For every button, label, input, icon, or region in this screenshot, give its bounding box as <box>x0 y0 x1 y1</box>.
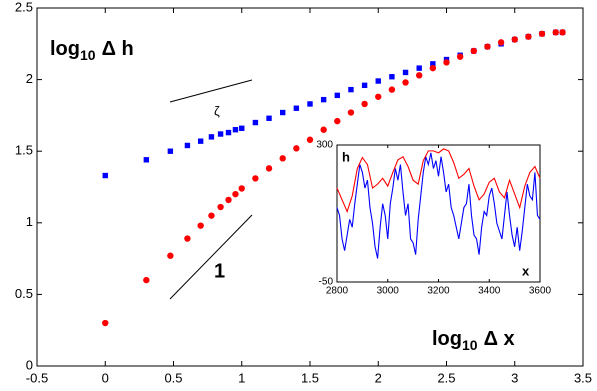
marker <box>375 78 381 84</box>
x-axis-label: log10 Δ x <box>432 328 515 352</box>
marker <box>217 131 224 137</box>
marker <box>348 86 354 93</box>
marker <box>238 185 245 192</box>
label-part: Δ x <box>484 328 515 350</box>
marker <box>293 145 300 152</box>
marker <box>217 203 224 211</box>
y-axis-label: log10 Δ h <box>50 38 134 62</box>
annotation: ζ <box>214 103 220 118</box>
marker <box>307 101 313 107</box>
x-tick-label: 1.5 <box>301 370 319 385</box>
marker <box>167 148 174 154</box>
x-tick-label: 2800 <box>326 286 349 297</box>
marker <box>470 47 477 55</box>
marker <box>208 134 215 140</box>
marker <box>538 30 546 37</box>
marker <box>167 252 174 259</box>
x-tick-label: 3.5 <box>574 370 592 385</box>
marker <box>361 100 368 108</box>
marker <box>225 129 232 136</box>
marker <box>232 127 239 133</box>
line <box>336 148 541 214</box>
line <box>336 152 541 259</box>
marker <box>279 155 286 162</box>
marker <box>239 125 245 131</box>
y-tick-label: 2.5 <box>15 0 33 14</box>
marker <box>429 64 437 72</box>
marker <box>225 196 232 204</box>
marker <box>361 82 368 89</box>
inset-plot: 2800 3000 3200 3400 3600 -50 300 <box>316 140 551 297</box>
marker <box>402 69 409 76</box>
marker <box>320 96 327 103</box>
marker <box>143 157 150 163</box>
marker <box>497 39 505 46</box>
marker <box>402 79 409 86</box>
inset-y-label: h <box>342 149 350 164</box>
x-tick-label: 2.5 <box>437 370 455 385</box>
marker <box>197 138 204 144</box>
marker <box>306 136 314 143</box>
marker <box>456 53 464 60</box>
x-tick-label: 3000 <box>377 286 400 297</box>
x-tick-label: 3600 <box>529 286 552 297</box>
x-tick-label: 0 <box>102 370 109 385</box>
marker <box>443 59 450 66</box>
x-tick-label: -0.5 <box>26 370 48 385</box>
label-sub: 10 <box>80 47 96 63</box>
marker <box>334 117 341 125</box>
marker <box>375 93 382 100</box>
marker <box>559 29 566 36</box>
marker <box>416 72 423 79</box>
label-part: log <box>432 328 462 350</box>
marker <box>416 65 422 71</box>
y-tick-label: 300 <box>316 140 333 151</box>
marker <box>266 115 272 121</box>
marker <box>197 222 204 229</box>
marker <box>252 175 259 182</box>
marker <box>280 109 286 116</box>
marker <box>208 212 215 219</box>
y-tick-label: -50 <box>319 277 334 288</box>
marker <box>552 29 559 36</box>
marker <box>389 74 395 80</box>
label-sub: 10 <box>462 337 478 353</box>
slope-line <box>169 79 253 103</box>
marker <box>511 36 518 43</box>
x-tick-label: 3 <box>511 370 518 385</box>
x-tick-label: 1 <box>238 370 245 385</box>
label-part: log <box>50 38 80 60</box>
y-tick-label: 0 <box>26 357 33 372</box>
annotation: 1 <box>214 260 225 282</box>
x-tick-label: 2 <box>375 370 382 385</box>
marker <box>347 109 355 116</box>
marker <box>334 92 340 99</box>
marker <box>184 142 191 149</box>
marker <box>102 319 109 327</box>
x-tick-label: 3400 <box>478 286 501 297</box>
y-tick-label: 0.5 <box>15 286 33 301</box>
y-tick-label: 1 <box>26 214 33 229</box>
marker <box>143 276 150 284</box>
marker <box>484 43 491 50</box>
marker <box>388 86 396 93</box>
marker <box>320 126 327 133</box>
x-tick-label: 0.5 <box>164 370 182 385</box>
marker <box>430 61 436 67</box>
main-plot: -0.5 0 0.5 1 1.5 2 2.5 3 3.500.511.522.5 <box>15 0 592 385</box>
y-tick-label: 1.5 <box>15 143 33 158</box>
slope-line <box>169 214 253 300</box>
marker <box>293 105 300 111</box>
y-tick-label: 2 <box>26 71 33 86</box>
marker <box>265 165 273 172</box>
marker <box>102 172 108 179</box>
marker <box>525 33 532 40</box>
x-tick-label: 3200 <box>427 286 450 297</box>
marker <box>232 190 239 198</box>
marker <box>184 235 191 242</box>
inset-x-label: x <box>522 263 530 278</box>
label-part: Δ h <box>102 38 134 60</box>
marker <box>252 119 259 126</box>
